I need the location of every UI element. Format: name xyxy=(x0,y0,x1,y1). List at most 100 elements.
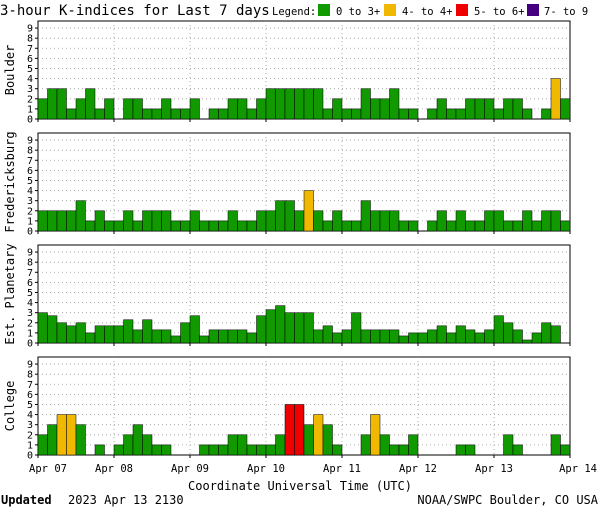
bar-0-35 xyxy=(370,98,381,120)
bar-0-9 xyxy=(123,98,134,120)
y-tick-label: 5 xyxy=(27,64,33,75)
y-tick-label: 0 xyxy=(27,227,33,238)
bar-3-28 xyxy=(303,424,314,456)
bar-0-34 xyxy=(360,88,371,120)
bar-1-51 xyxy=(522,210,533,232)
bar-2-29 xyxy=(313,329,324,344)
bar-0-36 xyxy=(379,98,390,120)
bar-1-18 xyxy=(208,220,219,232)
bar-1-26 xyxy=(284,200,295,232)
bar-0-12 xyxy=(151,108,162,120)
bar-2-49 xyxy=(503,322,514,344)
y-tick-label: 0 xyxy=(27,451,33,462)
bar-3-39 xyxy=(408,434,419,456)
bar-0-10 xyxy=(132,98,143,120)
bar-3-26 xyxy=(284,404,295,456)
bar-1-43 xyxy=(446,220,457,232)
bar-0-18 xyxy=(208,108,219,120)
bar-1-31 xyxy=(332,210,343,232)
bar-1-37 xyxy=(389,210,400,232)
bar-0-50 xyxy=(512,98,523,120)
y-axis-title: Boulder xyxy=(3,45,17,96)
bar-2-54 xyxy=(550,325,561,344)
bar-2-40 xyxy=(417,332,428,344)
y-tick-label: 2 xyxy=(27,206,33,217)
bar-1-9 xyxy=(123,210,134,232)
bar-0-7 xyxy=(104,98,115,120)
bar-2-37 xyxy=(389,329,400,344)
bar-0-46 xyxy=(474,98,485,120)
bar-0-28 xyxy=(303,88,314,120)
bar-0-53 xyxy=(541,108,552,120)
bar-2-42 xyxy=(436,325,447,344)
bar-1-1 xyxy=(47,210,58,232)
bar-0-49 xyxy=(503,98,514,120)
bar-0-11 xyxy=(142,108,153,120)
bar-2-15 xyxy=(180,322,191,344)
bar-3-22 xyxy=(246,444,257,456)
x-axis-title: Coordinate Universal Time (UTC) xyxy=(188,479,412,493)
y-tick-label: 1 xyxy=(27,440,33,451)
bar-2-4 xyxy=(75,322,86,344)
bar-3-6 xyxy=(94,444,105,456)
bar-0-25 xyxy=(275,88,286,120)
footer-credit: NOAA/SWPC Boulder, CO USA xyxy=(417,493,598,507)
bar-3-35 xyxy=(370,414,381,456)
bar-2-25 xyxy=(275,305,286,344)
bar-2-35 xyxy=(370,329,381,344)
bar-2-14 xyxy=(170,335,181,344)
bar-1-12 xyxy=(151,210,162,232)
y-tick-label: 5 xyxy=(27,176,33,187)
bar-3-37 xyxy=(389,444,400,456)
bar-2-21 xyxy=(237,329,248,344)
bar-2-44 xyxy=(455,325,466,344)
bar-2-3 xyxy=(66,325,77,344)
bar-1-30 xyxy=(322,220,333,232)
bar-0-0 xyxy=(37,98,48,120)
bar-0-2 xyxy=(56,88,67,120)
bar-1-41 xyxy=(427,220,438,232)
bar-2-41 xyxy=(427,329,438,344)
bar-1-13 xyxy=(161,210,172,232)
bar-1-25 xyxy=(275,200,286,232)
bar-2-23 xyxy=(256,315,267,344)
bar-1-33 xyxy=(351,220,362,232)
bar-0-32 xyxy=(341,108,352,120)
y-tick-label: 4 xyxy=(27,186,33,197)
bar-1-29 xyxy=(313,210,324,232)
x-tick-label: Apr 12 xyxy=(399,463,437,475)
y-tick-label: 9 xyxy=(27,24,33,35)
bar-0-24 xyxy=(265,88,276,120)
bar-1-47 xyxy=(484,210,495,232)
x-tick-label: Apr 13 xyxy=(475,463,513,475)
bar-3-38 xyxy=(398,444,409,456)
bar-1-42 xyxy=(436,210,447,232)
bar-3-11 xyxy=(142,434,153,456)
y-axis-title: College xyxy=(3,381,17,432)
bar-0-30 xyxy=(322,108,333,120)
bar-3-8 xyxy=(113,444,124,456)
y-tick-label: 2 xyxy=(27,318,33,329)
bar-2-0 xyxy=(37,312,48,344)
bar-2-22 xyxy=(246,332,257,344)
bar-2-20 xyxy=(227,329,238,344)
x-tick-label: Apr 07 xyxy=(29,463,67,475)
bar-1-54 xyxy=(550,210,561,232)
x-tick-label: Apr 09 xyxy=(171,463,209,475)
updated-value: 2023 Apr 13 2130 xyxy=(68,493,184,507)
bar-3-10 xyxy=(132,424,143,456)
y-tick-label: 6 xyxy=(27,278,33,289)
bar-0-55 xyxy=(560,98,571,120)
bar-1-15 xyxy=(180,220,191,232)
bar-2-51 xyxy=(522,339,533,344)
chart-title: 3-hour K-indices for Last 7 days xyxy=(0,3,270,19)
bar-1-48 xyxy=(493,210,504,232)
y-tick-label: 8 xyxy=(27,34,33,45)
bar-2-26 xyxy=(284,312,295,344)
legend-swatch-1 xyxy=(384,4,396,16)
y-tick-label: 5 xyxy=(27,400,33,411)
bar-3-25 xyxy=(275,434,286,456)
bar-0-38 xyxy=(398,108,409,120)
bar-1-36 xyxy=(379,210,390,232)
bar-3-45 xyxy=(465,444,476,456)
